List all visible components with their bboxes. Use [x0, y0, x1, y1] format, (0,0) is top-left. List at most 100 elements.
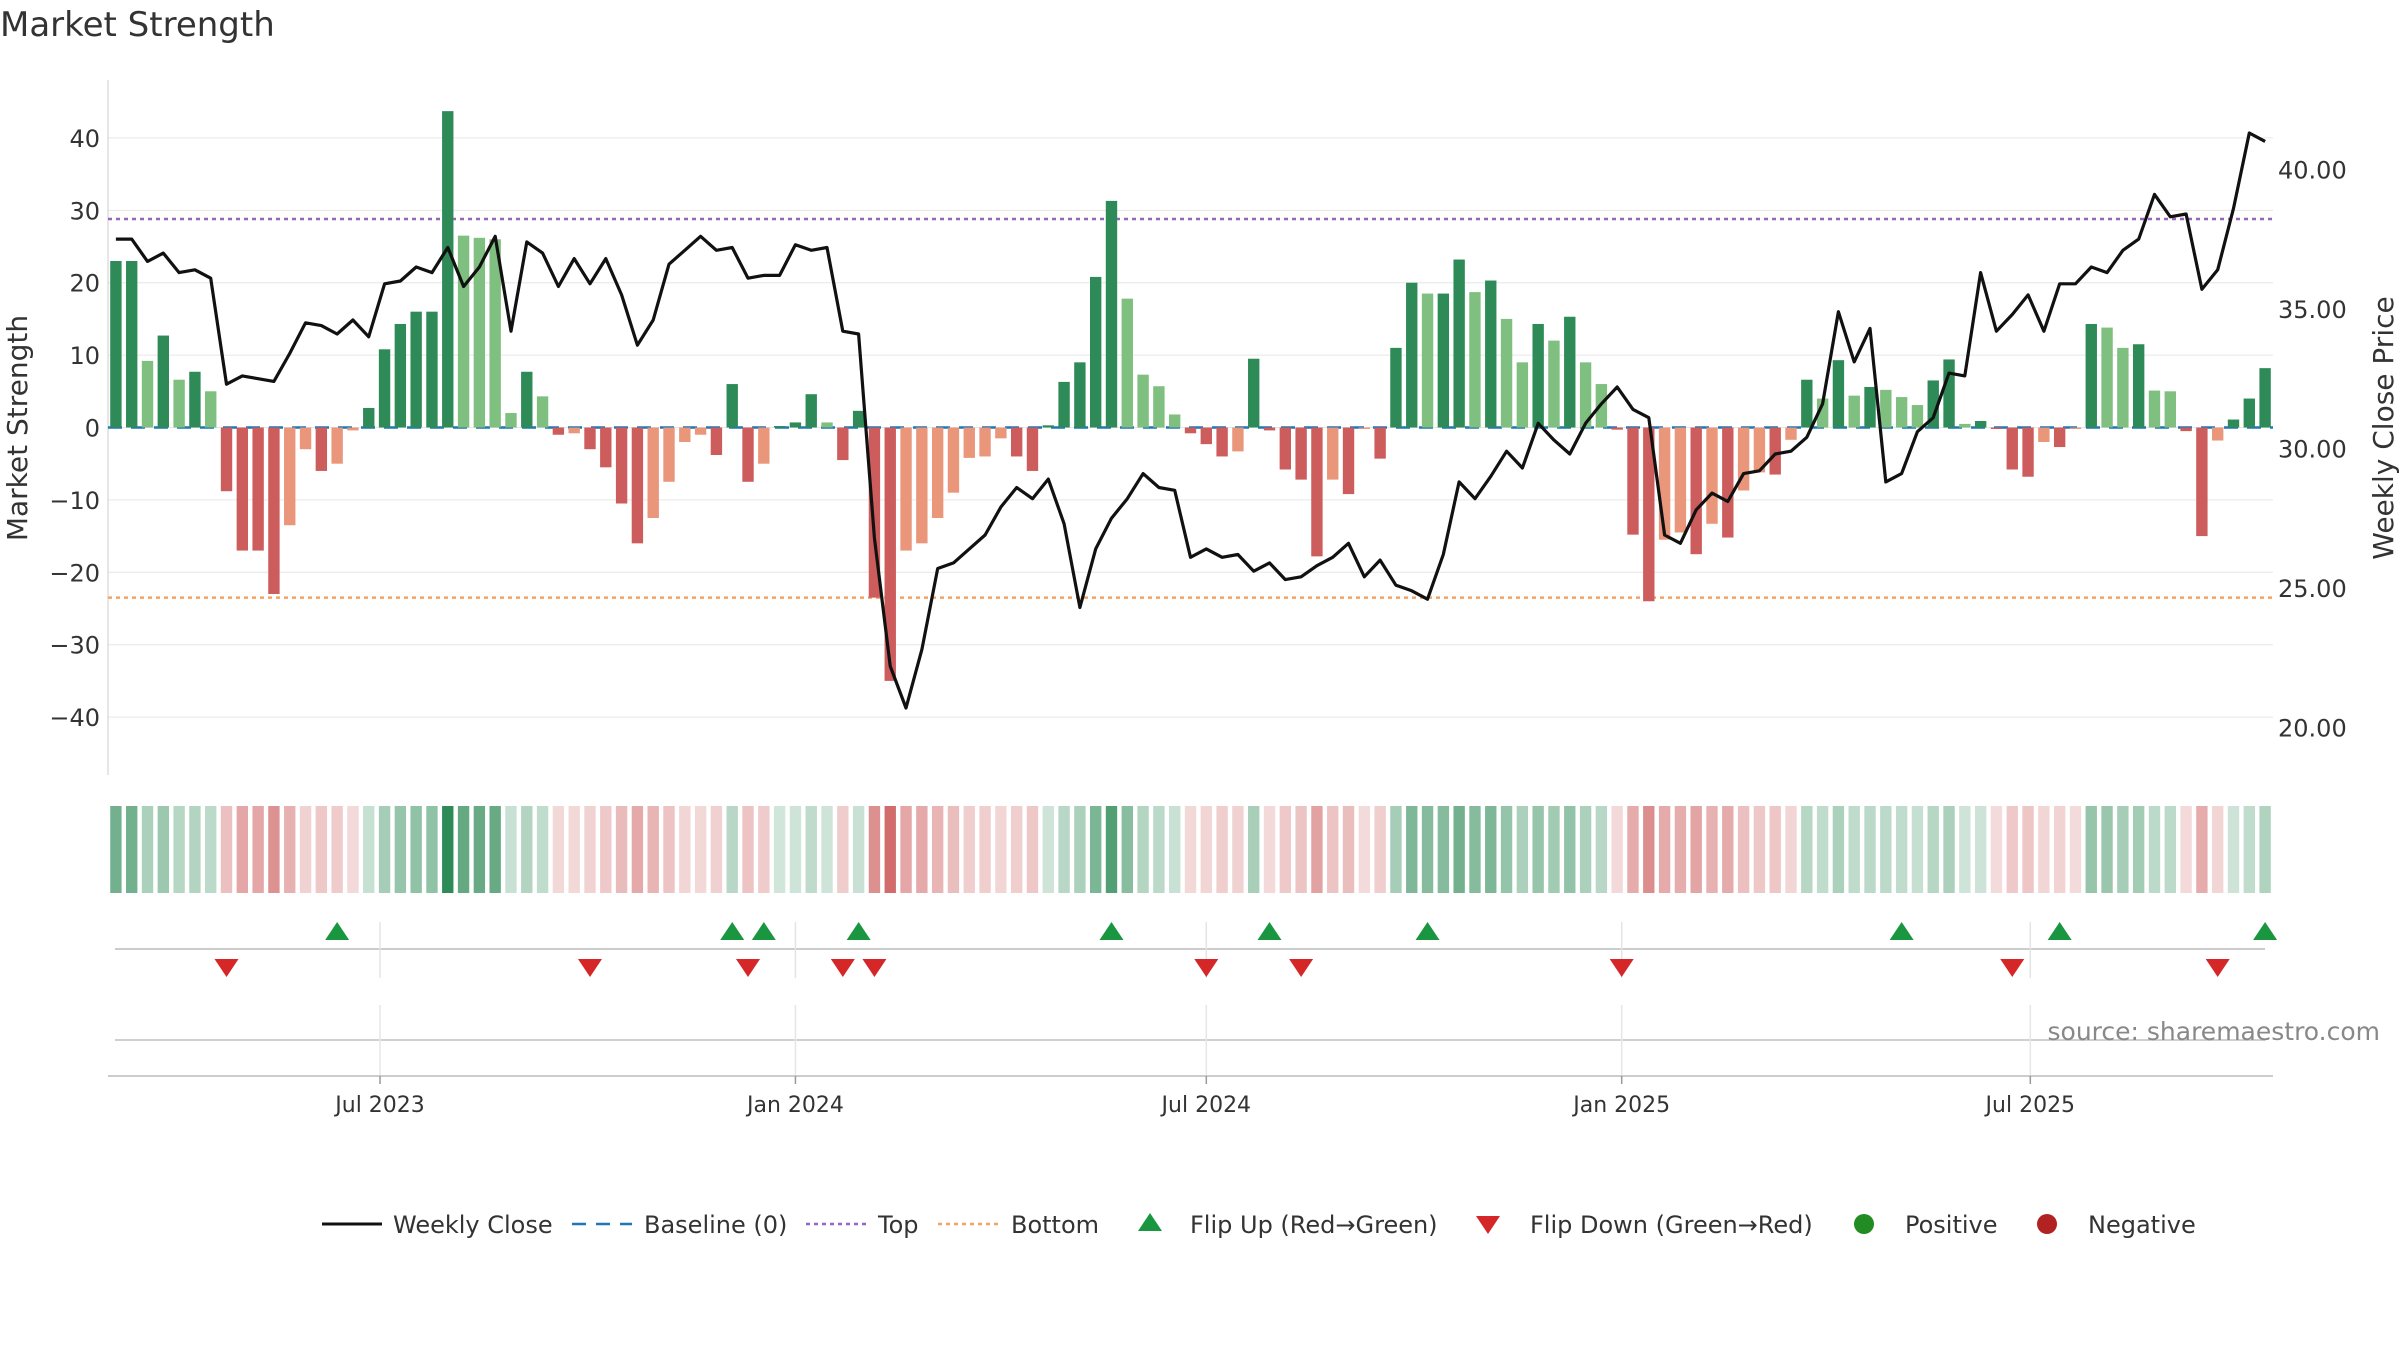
heat-cell: [1579, 806, 1592, 893]
heat-cell: [1026, 806, 1039, 893]
heat-cell: [1406, 806, 1418, 893]
heat-cell: [805, 806, 817, 893]
strength-bar: [931, 427, 944, 518]
strength-bar: [1089, 276, 1102, 428]
close-line-layer: [115, 131, 2266, 710]
strength-bar: [1421, 293, 1434, 428]
heat-cell: [1421, 806, 1434, 893]
heat-cell: [1722, 806, 1734, 893]
heat-cell: [1848, 806, 1860, 893]
flip-down-marker: [1194, 959, 1219, 977]
heat-cell: [1611, 806, 1623, 893]
strength-bar: [284, 427, 296, 526]
strength-bar: [1042, 425, 1054, 428]
strength-bar: [1753, 427, 1766, 473]
left-tick-label: 40: [69, 125, 100, 153]
strength-bar: [1406, 282, 1418, 428]
heat-cell: [1895, 806, 1908, 893]
flip-up-marker: [846, 922, 871, 940]
strength-bar: [1374, 427, 1386, 459]
strength-bar: [268, 427, 280, 595]
heat-cell: [1469, 806, 1481, 893]
heat-cell: [394, 806, 407, 893]
strength-bar: [126, 260, 138, 428]
right-tick-label: 35.00: [2278, 296, 2347, 324]
strength-bar: [789, 422, 802, 428]
legend-label: Weekly Close: [393, 1211, 553, 1239]
left-tick-label: 0: [85, 415, 100, 443]
strength-bar: [394, 323, 407, 428]
flip-markers-panel: [115, 922, 2278, 978]
heat-cell: [1769, 806, 1781, 893]
flip-up-marker: [1099, 922, 1124, 940]
strength-bar: [2227, 419, 2240, 428]
heat-cell: [1485, 806, 1497, 893]
legend-label: Flip Down (Green→Red): [1530, 1211, 1813, 1239]
left-tick-label: 20: [69, 270, 100, 298]
heat-cell: [1674, 806, 1687, 893]
strength-bar: [1327, 427, 1339, 480]
heat-cell: [1500, 806, 1513, 893]
heat-cell: [189, 806, 201, 893]
strength-bar: [2006, 427, 2018, 470]
heat-cell: [2132, 806, 2145, 893]
strength-bar: [2117, 347, 2129, 428]
strength-bar: [773, 426, 786, 428]
strength-bar: [1058, 381, 1070, 428]
strength-bar: [1627, 427, 1639, 535]
heat-cell: [868, 806, 881, 893]
strength-bar: [1864, 386, 1876, 428]
strength-bar: [141, 360, 154, 428]
x-axis: Jul 2023 Jan 2024 Jul 2024 Jan 2025 Jul 2025: [108, 1075, 2273, 1118]
strength-bar: [884, 427, 896, 681]
x-tick-label: Jul 2025: [1984, 1093, 2076, 1118]
heat-cell: [631, 806, 644, 893]
heat-cell: [473, 806, 486, 893]
flip-down-marker: [2205, 959, 2230, 977]
heat-cell: [426, 806, 438, 893]
right-tick-label: 30.00: [2278, 435, 2347, 463]
heat-cell: [252, 806, 264, 893]
strength-bar: [1880, 389, 1892, 428]
flip-up-marker: [1889, 922, 1914, 940]
strength-bar: [742, 427, 754, 482]
strength-bar: [1121, 298, 1133, 428]
strength-bar: [2180, 427, 2192, 432]
heat-cell: [1058, 806, 1070, 893]
strength-bar: [189, 371, 201, 428]
strength-bar: [710, 427, 723, 456]
strength-bar: [1801, 379, 1813, 428]
strength-bar: [916, 427, 928, 544]
heat-cell: [284, 806, 296, 893]
source-note: source: sharemaestro.com: [2048, 1017, 2381, 1046]
heat-cell: [963, 806, 975, 893]
heat-cell: [299, 806, 312, 893]
heat-cell: [647, 806, 659, 893]
heat-cell: [1295, 806, 1307, 893]
x-tick-label: Jul 2023: [333, 1093, 425, 1118]
strength-bar: [378, 349, 391, 428]
strength-bar: [1658, 427, 1671, 540]
strength-bar: [1643, 427, 1655, 602]
strength-bar: [947, 427, 960, 493]
strength-bar: [1500, 318, 1513, 428]
strength-bar: [1990, 427, 2003, 429]
strength-bar: [1200, 427, 1212, 445]
flip-up-marker: [325, 922, 350, 940]
heat-cell: [2101, 806, 2113, 893]
strength-bar: [1674, 427, 1687, 533]
strength-bar: [1453, 259, 1465, 428]
left-tick-label: −20: [49, 559, 100, 587]
strength-bar: [1737, 427, 1750, 491]
flip-up-marker: [751, 922, 776, 940]
legend-label: Top: [877, 1211, 919, 1239]
strength-bar: [900, 427, 912, 551]
heat-cell: [900, 806, 912, 893]
heat-cell: [536, 806, 549, 893]
heat-cell: [1927, 806, 1939, 893]
heat-cell: [600, 806, 612, 893]
heat-cell: [2085, 806, 2097, 893]
strength-bar: [1295, 427, 1307, 480]
heat-cell: [1753, 806, 1766, 893]
heat-cell: [521, 806, 533, 893]
